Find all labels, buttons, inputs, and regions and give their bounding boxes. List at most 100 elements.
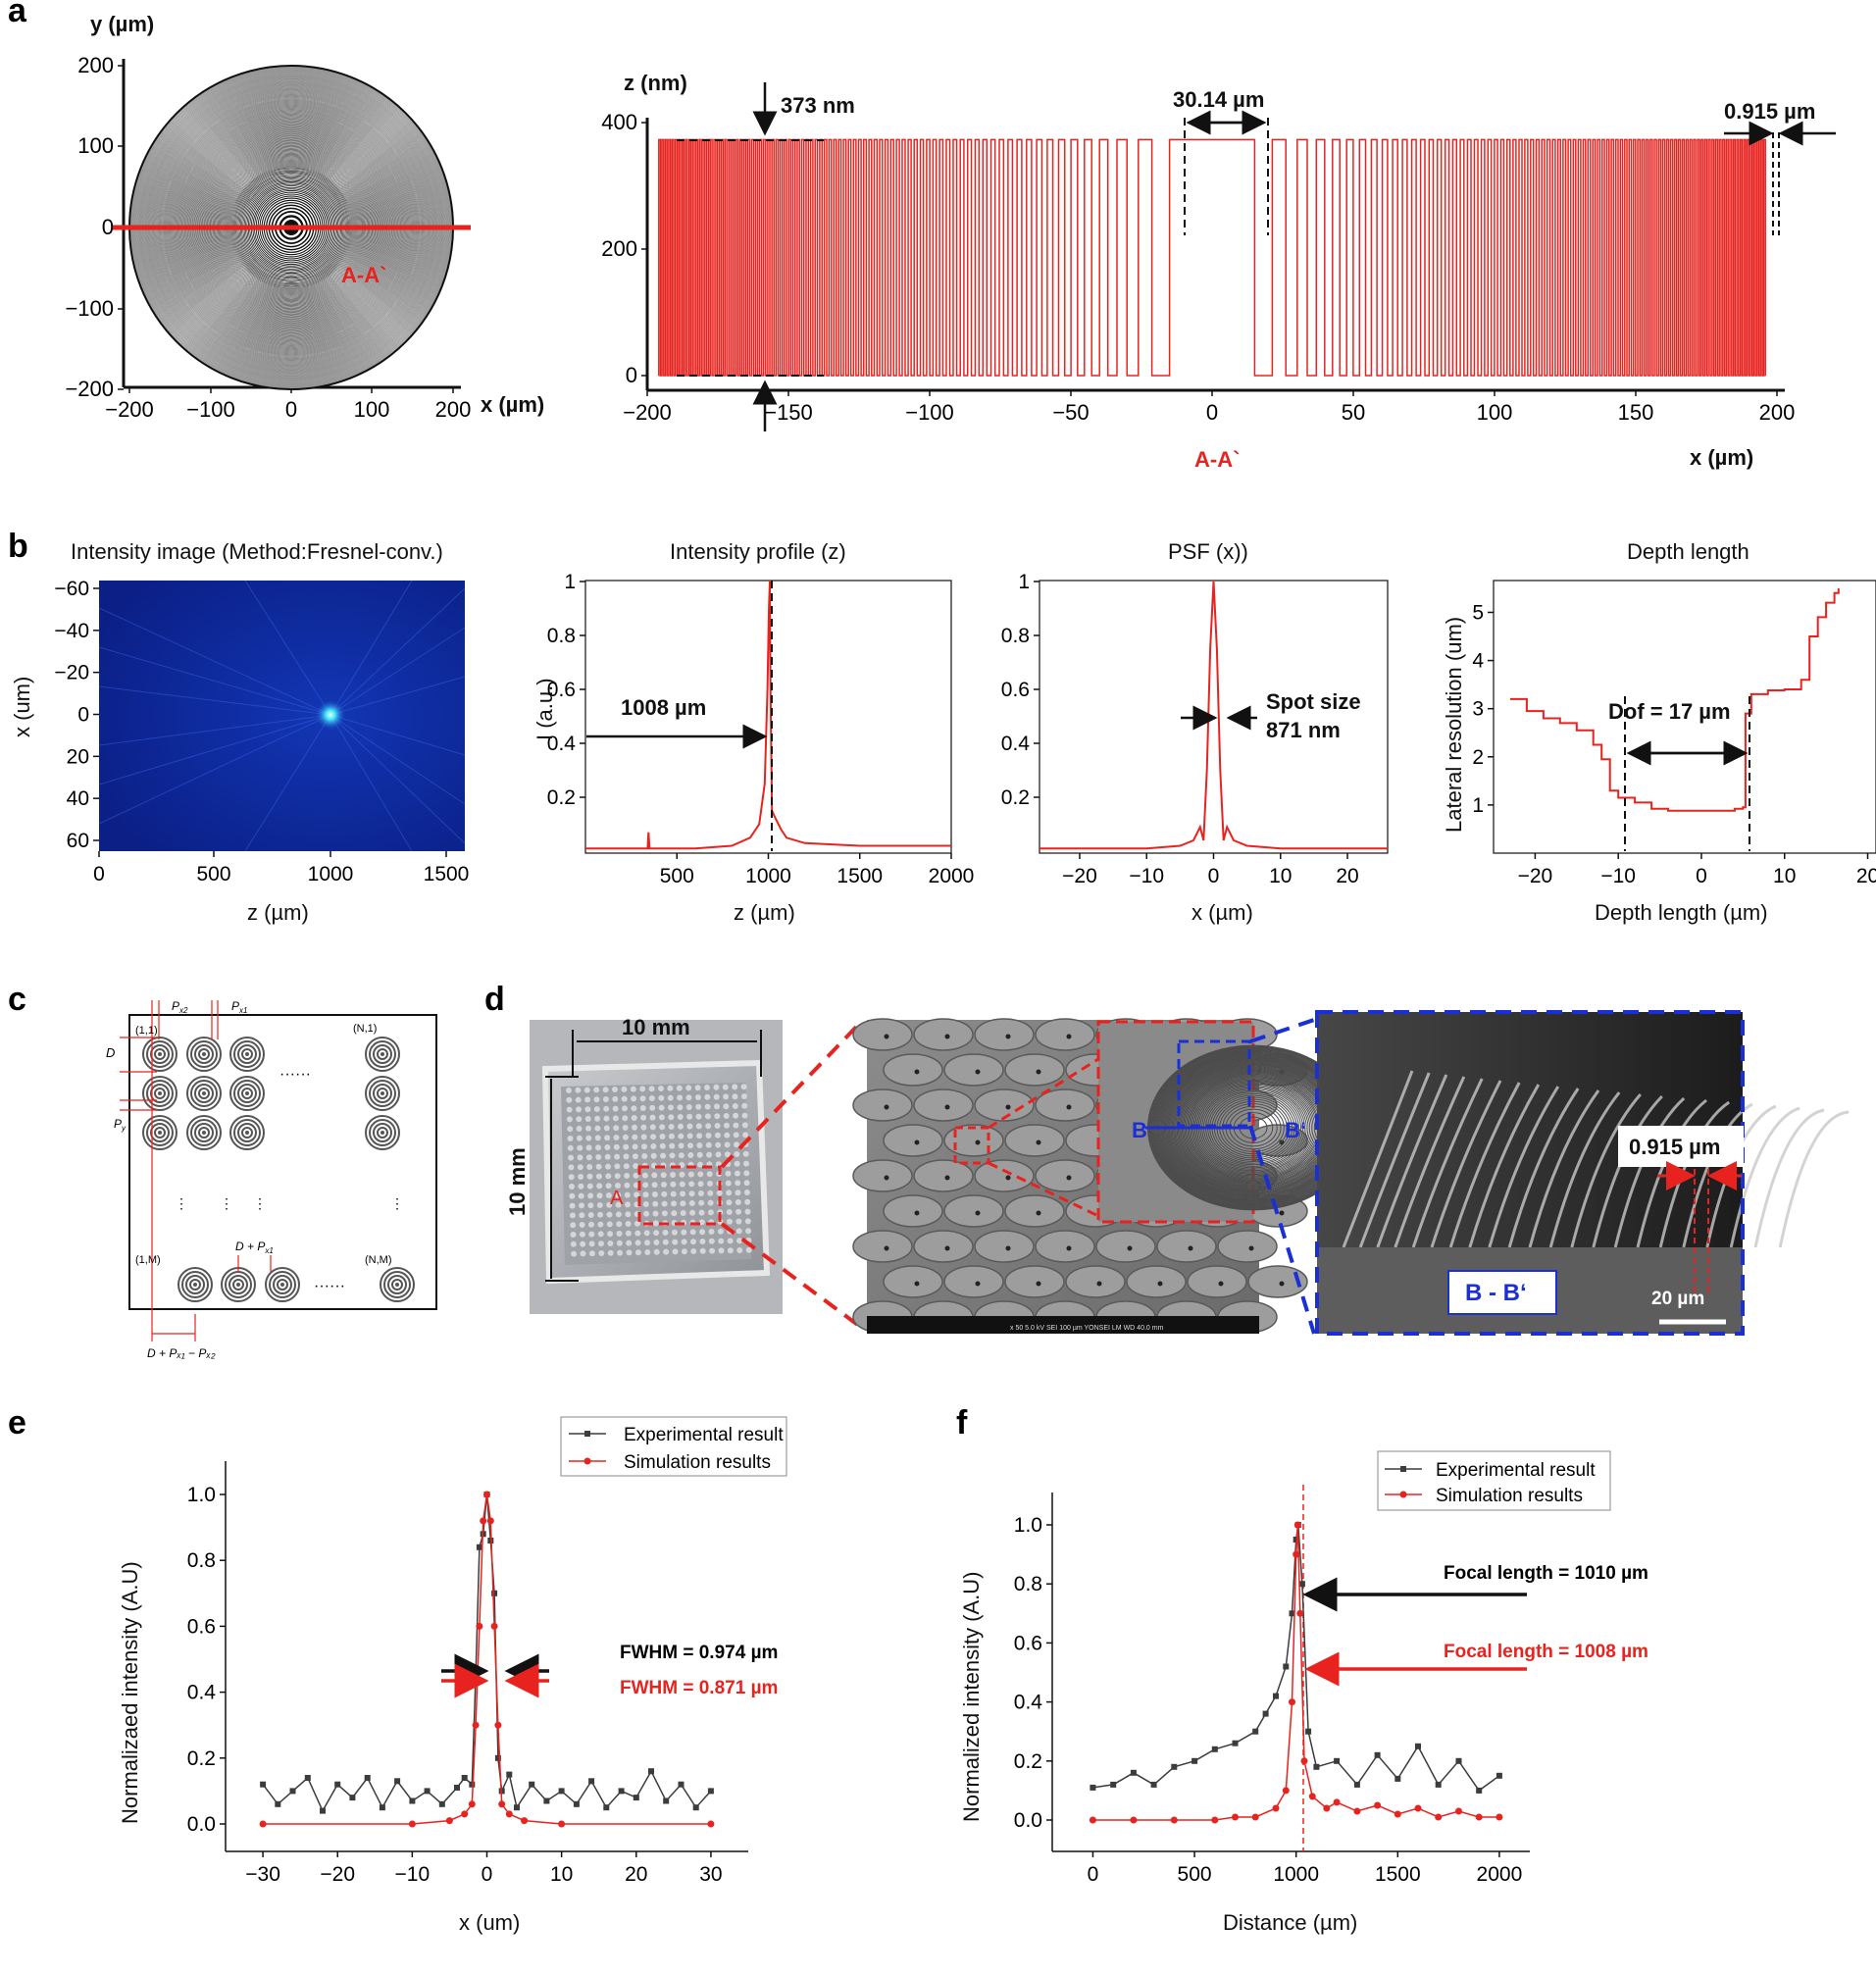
chip-dot	[616, 1221, 623, 1228]
zone-plate-x-ticks: −200 −100 0 100 200	[105, 387, 471, 422]
depth-length-y-tick-label-2: 3	[1472, 698, 1484, 721]
psf-x-ticks: −20 −10 0 10 20	[1062, 853, 1359, 887]
fwhm-exp-point	[364, 1775, 371, 1781]
chip-dot	[725, 1180, 732, 1187]
lens-4-ring-2	[150, 1084, 170, 1103]
sem-lens	[974, 1159, 1035, 1192]
lens-6-ring-1	[233, 1080, 261, 1107]
lens-7-ring-1	[369, 1080, 396, 1107]
chip-dot	[696, 1133, 703, 1139]
intensity-image-y-tick-label-4: 20	[67, 745, 89, 768]
chip-dot	[687, 1152, 694, 1158]
chip-dot	[741, 1102, 748, 1109]
sem-lens-center	[1036, 1139, 1041, 1145]
sem-lens-center	[1066, 1034, 1072, 1039]
chip-dot	[706, 1171, 713, 1178]
sem-lens-center	[944, 1245, 950, 1251]
intensity-ray-14	[244, 714, 331, 852]
focal-y-tick-label-1: 0.2	[1014, 1750, 1042, 1773]
lens-6-center	[245, 1091, 249, 1095]
sem-lens	[883, 1265, 943, 1298]
intensity-image-y-tick-label-5: 40	[67, 787, 89, 810]
chip-dot	[624, 1182, 631, 1189]
chip-dot	[672, 1239, 679, 1245]
chip-dot	[644, 1249, 651, 1255]
chip-dot	[704, 1085, 710, 1090]
chip-dot	[651, 1191, 658, 1197]
array-layout-lenses	[142, 1037, 415, 1302]
zone-plate-y-tick-label-1: 100	[77, 133, 114, 158]
focal-sim-point	[1475, 1813, 1483, 1821]
sem-lens-center	[914, 1210, 920, 1216]
sem-lens-center	[975, 1069, 981, 1075]
chip-dot	[726, 1189, 733, 1196]
chip-dot	[696, 1151, 703, 1158]
sem-lens-center	[1218, 1281, 1224, 1287]
intensity-ray-6	[330, 587, 466, 716]
bottom-row-ellipsis: ······	[314, 1278, 345, 1294]
sem-lens	[1035, 1230, 1095, 1263]
fwhm-exp-point	[424, 1788, 431, 1795]
focal-sim-annotation: Focal length = 1008 µm	[1444, 1642, 1648, 1662]
pitch-label-box	[1618, 1126, 1744, 1167]
sem-lens	[943, 1194, 1004, 1228]
sem-lens	[974, 1018, 1035, 1051]
intensity-image-y-tick-label-6: 60	[67, 830, 89, 852]
zoom-line-top	[720, 1018, 865, 1169]
chip-dot	[660, 1172, 667, 1179]
chip-dot	[569, 1184, 575, 1189]
panel-letter-a: a	[8, 0, 27, 29]
fwhm-exp-point	[692, 1804, 699, 1811]
fwhm-exp-point	[506, 1771, 513, 1778]
psf-curve	[1039, 581, 1388, 850]
intensity-ray-4	[98, 714, 331, 785]
sem-pitch-annotation: 0.915 µm	[1629, 1135, 1720, 1159]
chip-dot	[650, 1134, 657, 1140]
zone-plate-x-tick-label-4: 200	[435, 397, 472, 422]
chip-dot	[698, 1219, 705, 1226]
chip-dot	[686, 1133, 693, 1139]
chip-dot	[607, 1231, 614, 1238]
chip-dot	[632, 1124, 637, 1131]
chip-dot	[622, 1125, 629, 1131]
index-bottom-left: (1,M)	[135, 1254, 161, 1266]
chip-dot	[652, 1200, 659, 1207]
chip-dot	[686, 1123, 693, 1130]
chip-dot	[677, 1104, 684, 1111]
chip-dot	[569, 1212, 576, 1219]
chip-dot	[704, 1093, 711, 1100]
lens-11-center	[380, 1131, 384, 1135]
profile-x-tick-label-0: −200	[623, 400, 672, 425]
fwhm-y-tick-label-3: 0.6	[187, 1615, 216, 1638]
chip-dot	[659, 1124, 666, 1131]
intensity-ray-3	[98, 714, 331, 746]
fwhm-exp-point	[320, 1807, 326, 1814]
profile-x-tick-label-6: 100	[1477, 400, 1513, 425]
chip-dot	[734, 1141, 739, 1148]
chip-dot	[597, 1231, 604, 1238]
sem-lens	[883, 1124, 943, 1157]
focal-y-tick-label-3: 0.6	[1014, 1632, 1042, 1654]
chip-dot	[651, 1182, 658, 1189]
chip-dot	[668, 1104, 674, 1111]
psf-x-tick-label-2: 0	[1208, 865, 1220, 887]
sem-lens	[852, 1018, 913, 1051]
intensity-ray-13	[330, 580, 413, 716]
sem-lens	[974, 1088, 1035, 1122]
fwhm-exp-point	[529, 1781, 535, 1788]
intensity-image-title: Intensity image (Method:Fresnel-conv.)	[71, 539, 443, 564]
sem-lens	[1095, 1230, 1156, 1263]
chip-dot	[568, 1154, 575, 1161]
sem-lens	[852, 1159, 913, 1192]
sem-lens	[1035, 1088, 1095, 1122]
chip-dot	[653, 1240, 660, 1245]
focal-sim-point	[1289, 1698, 1295, 1706]
panel-letter-e: e	[8, 1404, 26, 1442]
sem-lens-center	[944, 1034, 950, 1039]
chip-dot	[626, 1240, 633, 1246]
focal-sim-point	[1232, 1813, 1239, 1821]
chip-dot	[706, 1151, 713, 1158]
fwhm-legend-box	[560, 1416, 787, 1477]
lens-13-ring-2	[228, 1275, 248, 1294]
chip-dot	[694, 1085, 701, 1091]
